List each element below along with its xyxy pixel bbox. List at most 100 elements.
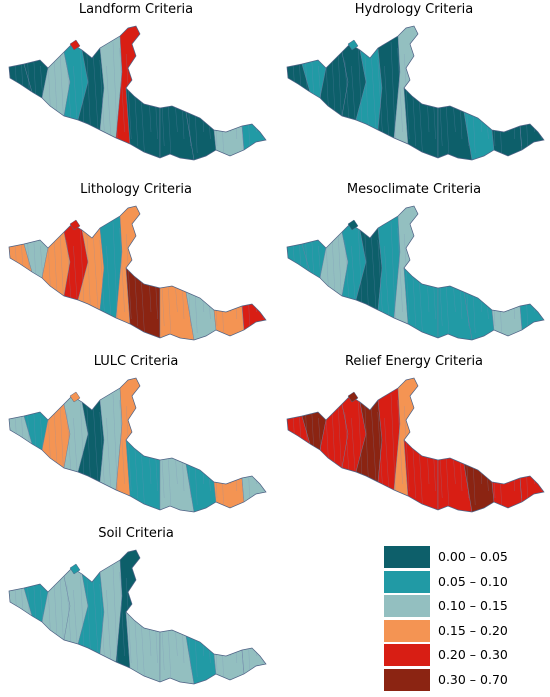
map-cell-boundary xyxy=(291,221,298,313)
map-panel-mesoclimate: Mesoclimate Criteria xyxy=(278,180,550,352)
map-cell-boundary xyxy=(106,589,112,671)
island-patch xyxy=(347,39,359,51)
map-cell xyxy=(125,439,161,511)
map-cell-boundary xyxy=(119,399,125,485)
island-patch xyxy=(69,39,81,51)
map-region xyxy=(9,550,266,684)
legend-item: 0.30 – 0.70 xyxy=(384,668,514,693)
map-cell-boundary xyxy=(126,577,132,664)
region-border xyxy=(8,205,267,341)
map-cell xyxy=(403,267,439,339)
map-cell-boundary xyxy=(390,393,397,506)
legend-swatch xyxy=(384,668,430,691)
legend-swatch xyxy=(384,595,430,617)
map-cell-boundary xyxy=(112,221,119,334)
map-cell-boundary xyxy=(20,227,26,320)
legend-label: 0.00 – 0.05 xyxy=(438,549,508,564)
map-cell-boundary xyxy=(258,405,264,492)
map-cell-boundary xyxy=(231,59,237,140)
map-cell-boundary xyxy=(371,405,377,485)
map-cell-boundary xyxy=(13,393,20,485)
region-map xyxy=(286,377,545,513)
map-cell xyxy=(241,303,266,331)
island-patch xyxy=(69,563,81,575)
map-cell-boundary xyxy=(119,47,125,133)
map-title: Hydrology Criteria xyxy=(354,2,474,17)
legend-label: 0.05 – 0.10 xyxy=(438,573,508,589)
legend-swatch xyxy=(384,570,430,593)
map-region xyxy=(9,206,266,340)
map-region xyxy=(287,378,544,512)
map-cell-boundary xyxy=(93,405,99,485)
legend-label: 0.15 – 0.20 xyxy=(438,622,508,638)
map-cell-boundary xyxy=(20,399,26,492)
map-cell-boundary xyxy=(93,233,99,313)
legend-swatch xyxy=(384,619,430,642)
map-cell-boundary xyxy=(225,53,231,133)
map-cell-boundary xyxy=(13,41,20,133)
map-cell-boundary xyxy=(225,233,231,313)
map-cell-boundary xyxy=(529,47,535,133)
map-cell-boundary xyxy=(509,239,515,320)
legend-item: 0.15 – 0.20 xyxy=(384,619,514,644)
map-title: Relief Energy Criteria xyxy=(344,354,484,369)
map-cell-boundary xyxy=(251,399,257,485)
map-cell-boundary xyxy=(20,47,26,140)
legend-item: 0.05 – 0.10 xyxy=(384,570,514,595)
region-border xyxy=(286,205,545,341)
map-cell xyxy=(241,647,266,675)
map-cell-boundary xyxy=(99,59,105,140)
region-border xyxy=(8,377,267,513)
map-cell-boundary xyxy=(258,577,264,664)
map-cell-boundary xyxy=(231,583,237,664)
region-map xyxy=(8,549,267,685)
map-cell-boundary xyxy=(390,221,397,334)
region-border xyxy=(8,549,267,685)
map-region xyxy=(287,206,544,340)
map-cell-boundary xyxy=(536,53,542,140)
map-cell-boundary xyxy=(390,41,397,154)
map-cell-boundary xyxy=(397,399,403,485)
map-cell-boundary xyxy=(503,53,509,133)
map-cell-boundary xyxy=(509,411,515,492)
map-cell-boundary xyxy=(503,405,509,485)
region-map xyxy=(8,25,267,161)
map-cell-boundary xyxy=(377,411,383,492)
region-map xyxy=(8,377,267,513)
map-panel-relief-energy: Relief Energy Criteria xyxy=(278,352,550,524)
map-cell xyxy=(403,439,439,511)
map-title: Soil Criteria xyxy=(98,526,174,541)
map-title: Lithology Criteria xyxy=(80,182,192,197)
map-panel-lulc: LULC Criteria xyxy=(0,352,272,524)
map-cell-boundary xyxy=(93,53,99,133)
map-cell xyxy=(519,475,544,503)
region-border xyxy=(286,377,545,513)
map-title: Mesoclimate Criteria xyxy=(346,182,482,197)
map-cell-boundary xyxy=(225,577,231,657)
island-patch xyxy=(347,219,359,231)
map-cell-boundary xyxy=(404,233,410,320)
map-cell-boundary xyxy=(112,41,119,154)
map-cell-boundary xyxy=(126,53,132,140)
map-cell-boundary xyxy=(93,577,99,657)
map-cell-boundary xyxy=(99,411,105,492)
map-cell-boundary xyxy=(298,227,304,320)
legend-item: 0.20 – 0.30 xyxy=(384,644,514,668)
region-border xyxy=(8,25,267,161)
legend-swatch xyxy=(384,546,430,568)
legend-label: 0.30 – 0.70 xyxy=(438,671,508,687)
map-panel-hydrology: Hydrology Criteria xyxy=(278,0,550,172)
map-cell-boundary xyxy=(251,47,257,133)
island-patch xyxy=(69,391,81,403)
map-cell-boundary xyxy=(384,417,390,499)
map-cell-boundary xyxy=(371,53,377,133)
legend-label: 0.10 – 0.15 xyxy=(438,598,508,613)
map-cell-boundary xyxy=(119,571,125,657)
legend-label: 0.20 – 0.30 xyxy=(438,647,508,662)
map-cell xyxy=(241,475,266,503)
legend-item: 0.00 – 0.05 xyxy=(384,546,514,570)
map-cell-boundary xyxy=(298,399,304,492)
map-cell-boundary xyxy=(231,411,237,492)
map-cell-boundary xyxy=(397,227,403,313)
map-cell xyxy=(519,303,544,331)
